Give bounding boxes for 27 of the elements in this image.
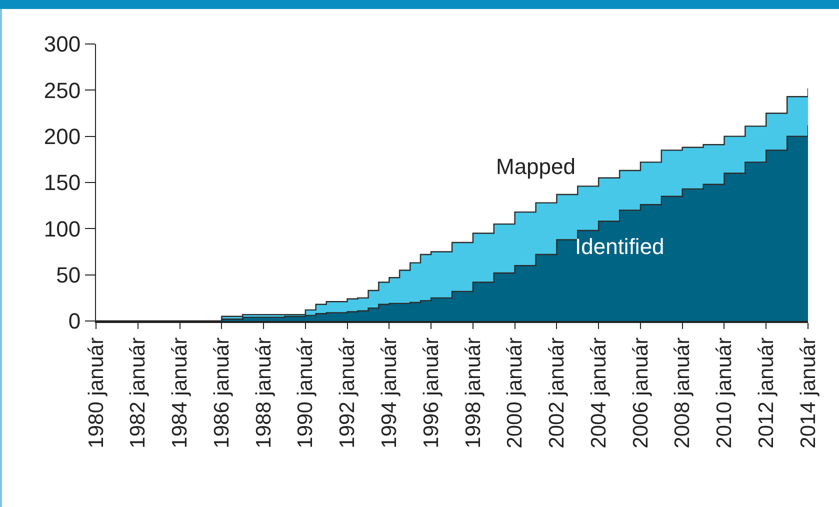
y-tick-label: 300 (44, 32, 81, 57)
x-tick-label: 2010 január (713, 337, 736, 448)
x-tick-label: 2008 január (671, 337, 694, 448)
x-tick-label: 2014 január (796, 337, 820, 448)
x-tick-label: 1984 január (168, 337, 192, 448)
series-label: Mapped (496, 154, 576, 179)
y-tick-label: 250 (44, 78, 81, 103)
x-tick-label: 1982 január (126, 337, 150, 448)
x-tick-label: 2006 január (629, 337, 652, 448)
x-tick-label: 2000 január (504, 337, 527, 448)
x-tick-label: 1980 január (84, 337, 108, 448)
series-label: Identified (575, 234, 664, 259)
x-tick-label: 1986 január (210, 337, 234, 448)
x-tick-label: 1996 január (420, 337, 443, 448)
y-tick-label: 0 (68, 308, 81, 334)
x-tick-label: 1998 január (462, 337, 485, 448)
y-tick-label: 150 (44, 170, 81, 196)
y-tick-label: 100 (44, 216, 81, 242)
x-tick-label: 2012 január (754, 337, 778, 448)
x-tick-label: 2002 január (546, 337, 569, 448)
x-tick-label: 1990 január (294, 337, 318, 448)
y-tick-label: 50 (56, 262, 81, 288)
y-tick-label: 200 (44, 124, 81, 150)
x-tick-label: 1988 január (252, 337, 276, 448)
x-tick-label: 1992 január (336, 337, 360, 448)
x-tick-label: 2004 január (587, 337, 610, 448)
x-tick-label: 1994 január (378, 337, 402, 448)
